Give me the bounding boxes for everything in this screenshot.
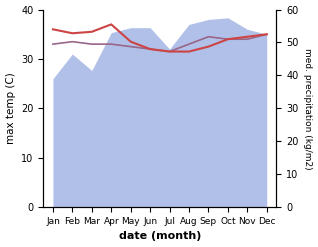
Y-axis label: max temp (C): max temp (C) [5, 72, 16, 144]
Y-axis label: med. precipitation (kg/m2): med. precipitation (kg/m2) [303, 48, 313, 169]
X-axis label: date (month): date (month) [119, 231, 201, 242]
